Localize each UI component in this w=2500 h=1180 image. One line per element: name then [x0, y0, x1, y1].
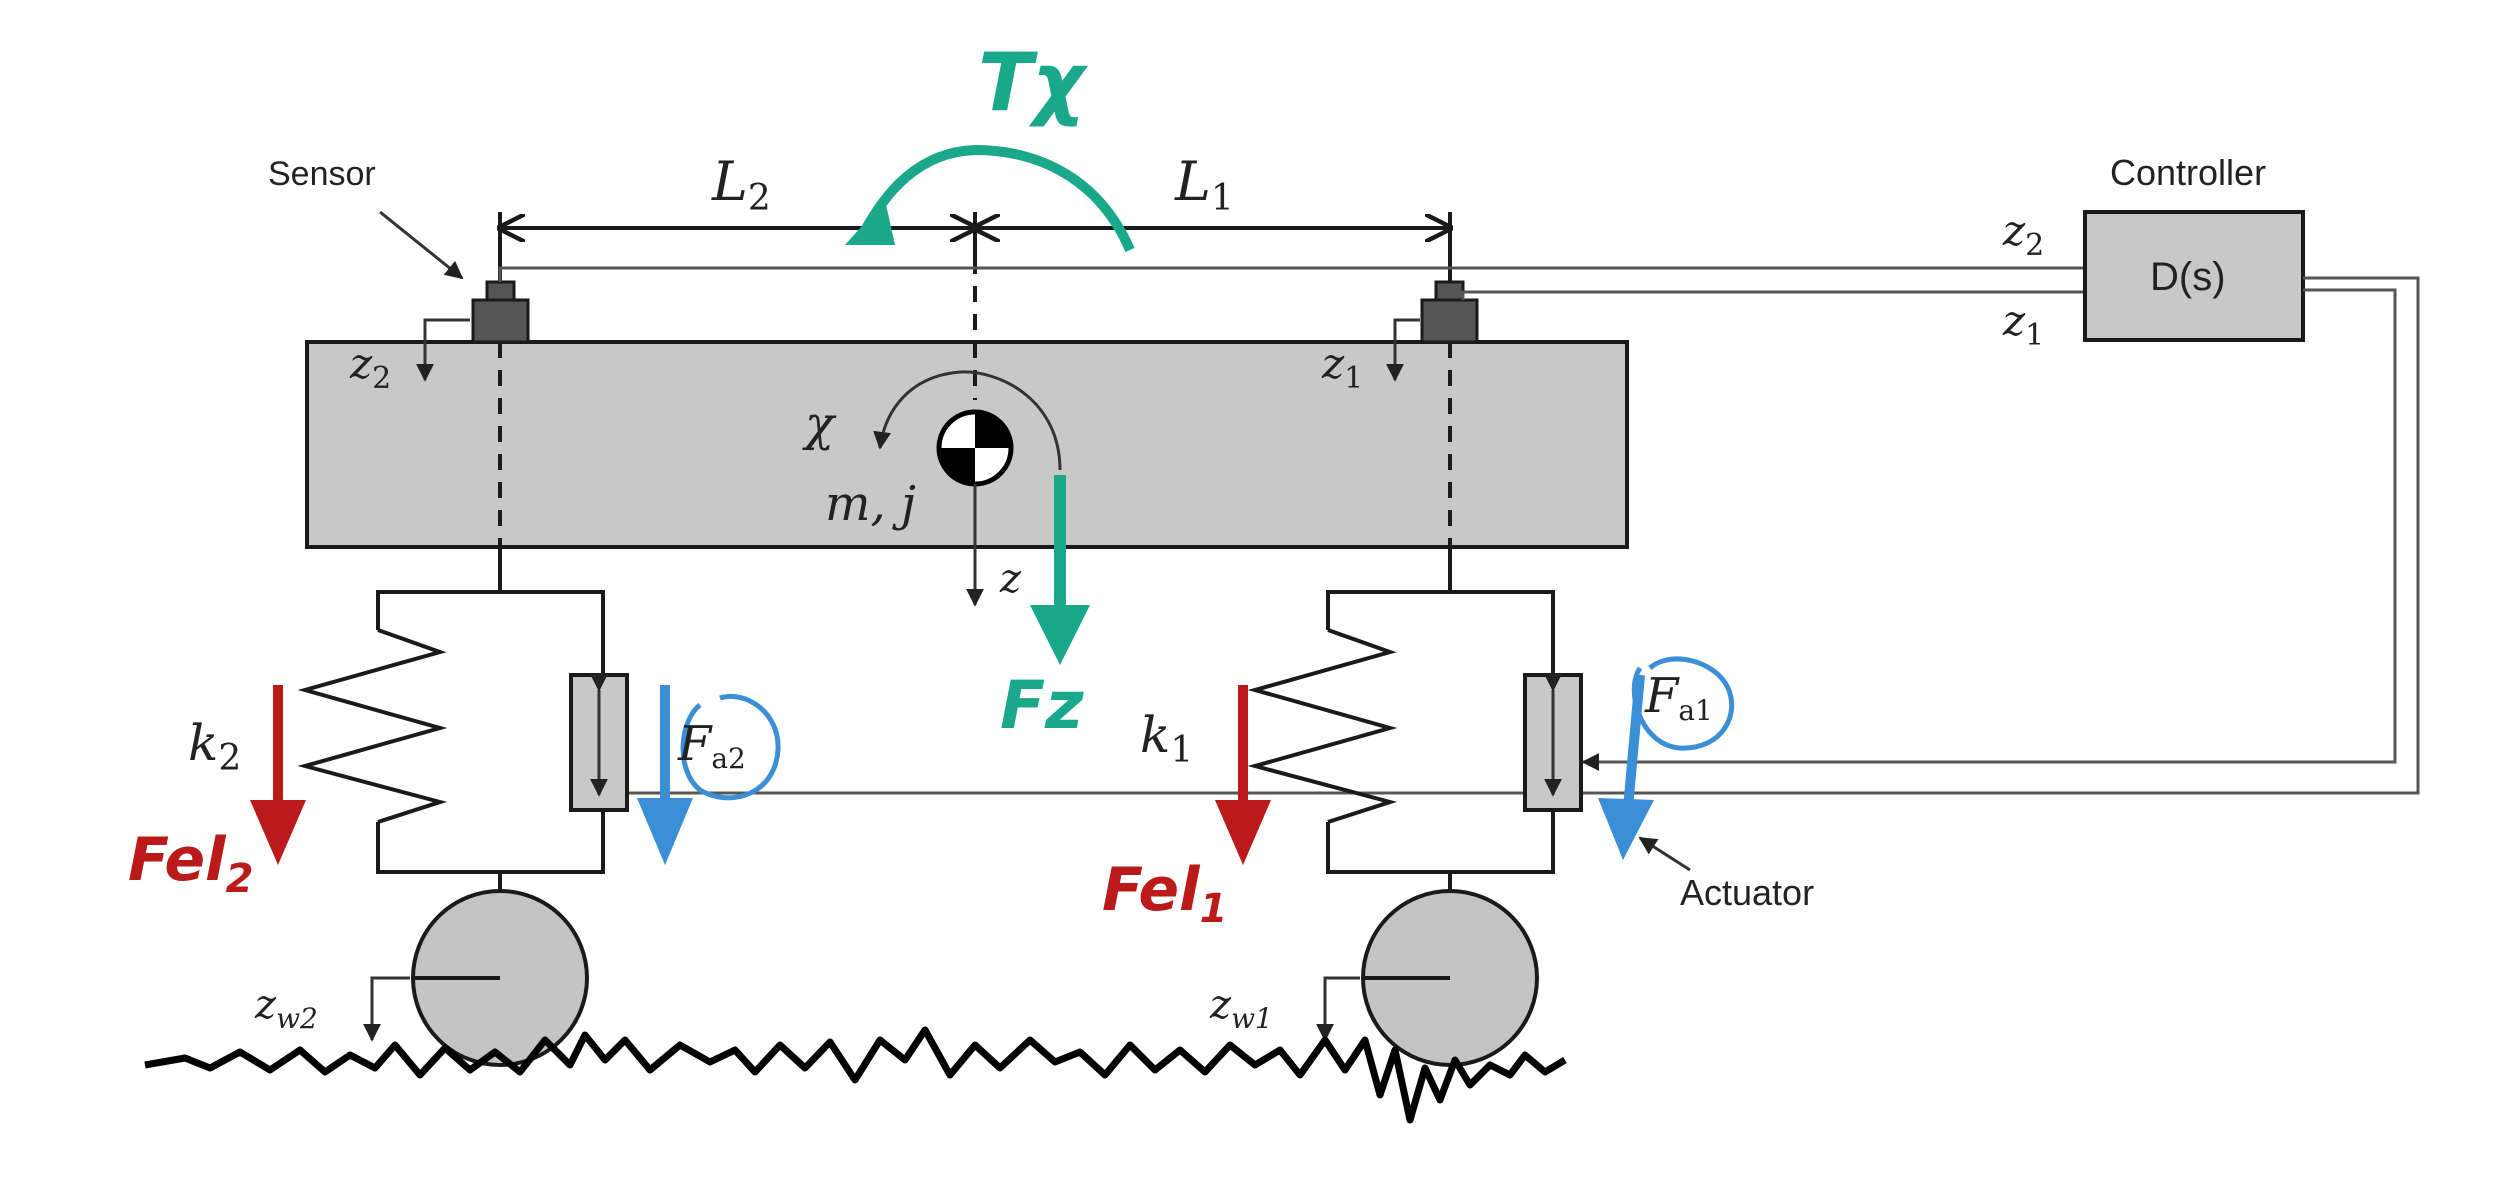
spring-k2	[297, 628, 448, 824]
force-fel2-arrow-head	[250, 800, 306, 865]
zw2-axis-arrow	[363, 976, 410, 1042]
z1-axis-arrow	[1386, 318, 1420, 382]
force-z-arrow-head	[1030, 605, 1090, 665]
right-lower-bracket	[1326, 810, 1555, 874]
label-fa2: Fa2	[677, 716, 746, 775]
label-zw1: zw1	[1209, 982, 1273, 1035]
spring-k1	[1247, 628, 1398, 824]
controller-transfer-function: D(s)	[2150, 255, 2226, 299]
actuator-label: Actuator	[1680, 872, 1814, 913]
torque-arrow-head	[845, 200, 895, 245]
force-fa2-circle	[680, 694, 781, 801]
force-fa1-arrow-head	[1598, 798, 1654, 860]
label-torque: Tχ	[978, 36, 1089, 129]
actuator-pointer-arrow	[1638, 836, 1691, 872]
label-zw2: zw2	[254, 982, 318, 1035]
rotation-chi-arrow	[873, 370, 1062, 471]
force-fa1-arrow	[1623, 674, 1645, 809]
label-z-cog: z	[999, 556, 1022, 602]
label-fa1: Fa1	[1644, 668, 1713, 727]
controller-box	[2083, 210, 2305, 342]
z2-axis-arrow	[416, 318, 470, 382]
left-upper-bracket	[376, 590, 605, 675]
label-L1: L1	[1174, 150, 1234, 219]
sensor-pointer-arrow	[379, 210, 464, 280]
sensor-label: Sensor	[268, 155, 376, 193]
controller-label: Controller	[2110, 152, 2266, 193]
label-k1: k1	[1140, 706, 1193, 771]
force-fa2-arrow-head	[637, 798, 693, 865]
left-lower-bracket	[376, 810, 605, 874]
label-chi: χ	[802, 396, 837, 452]
label-fel2: Fel2	[128, 825, 253, 902]
signal-line-z1	[1461, 290, 2085, 300]
label-fel1: Fel1	[1102, 855, 1227, 932]
label-mass-inertia: m, j	[825, 476, 916, 532]
road-profile	[144, 1026, 1567, 1124]
control-output-line-inner	[1581, 288, 2397, 771]
label-z2-body: z2	[349, 339, 391, 396]
label-k2: k2	[188, 714, 241, 779]
torque-arrow	[855, 144, 1135, 252]
zw1-axis-arrow	[1316, 976, 1360, 1042]
label-L2: L2	[711, 150, 771, 219]
force-fel1-arrow-head	[1215, 800, 1271, 865]
controller-input-z1: z1	[2002, 296, 2044, 353]
controller-input-z2: z2	[2002, 206, 2044, 263]
label-force-z: Fz	[1000, 667, 1084, 744]
signal-line-z2	[498, 266, 2085, 282]
label-z1-body: z1	[1321, 339, 1363, 396]
control-output-line-outer	[1580, 276, 2420, 795]
right-upper-bracket	[1326, 590, 1555, 675]
center-of-gravity-symbol	[936, 409, 1014, 487]
sensor-left	[471, 280, 530, 344]
